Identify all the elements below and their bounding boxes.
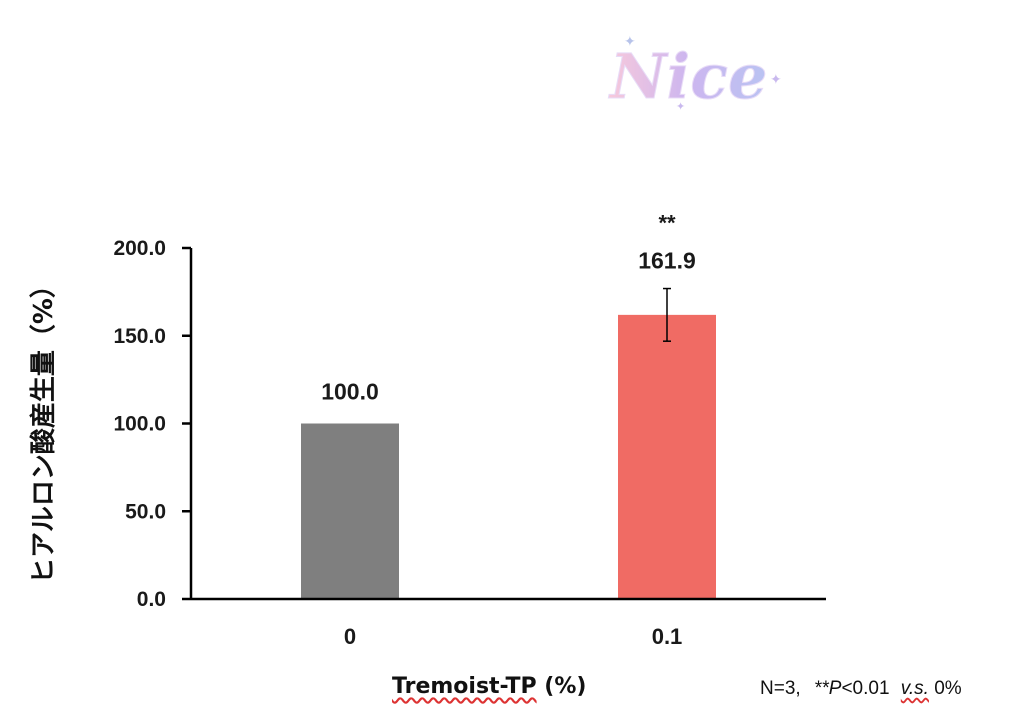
footnote-stars: **	[813, 678, 829, 699]
footnote-p: P	[828, 678, 842, 699]
footnote-vs: v.s.	[900, 678, 929, 699]
nice-logo: Nice ✦ ✦ ✦	[608, 34, 783, 114]
footnote-cond: <0.01	[841, 678, 890, 699]
footnote: N=3, **P<0.01 v.s. 0%	[760, 678, 962, 700]
sparkle-icon: ✦	[624, 34, 636, 50]
x-axis-label: Tremoist-TP (%)	[392, 674, 586, 699]
bar-1	[618, 314, 716, 599]
bars: 100.0 0 161.9 ** 0.1	[301, 211, 716, 649]
footnote-ref: 0%	[934, 678, 962, 699]
y-tick-label: 50.0	[125, 500, 166, 523]
y-tick-label: 0.0	[137, 588, 166, 611]
bar-0	[301, 423, 399, 599]
x-category-label: 0	[344, 624, 356, 649]
y-tick-label: 200.0	[113, 237, 166, 260]
footnote-n: N=3,	[760, 678, 801, 699]
x-axis-label-name: Tremoist-TP	[392, 674, 537, 699]
logo-text: Nice	[608, 40, 767, 113]
x-category-label: 0.1	[652, 624, 683, 649]
y-tick-label: 100.0	[113, 413, 166, 436]
significance-label: **	[658, 211, 676, 236]
sparkle-icon: ✦	[676, 100, 685, 113]
bar-value-label: 100.0	[321, 379, 379, 405]
y-axis-label: ヒアルロン酸産生量（%）	[28, 272, 59, 584]
bar-value-label: 161.9	[638, 248, 696, 274]
sparkle-icon: ✦	[770, 72, 782, 88]
x-axis-label-unit: (%)	[544, 674, 587, 699]
y-axis-ticks: 0.0 50.0 100.0 150.0 200.0	[113, 237, 191, 611]
y-tick-label: 150.0	[113, 325, 166, 348]
